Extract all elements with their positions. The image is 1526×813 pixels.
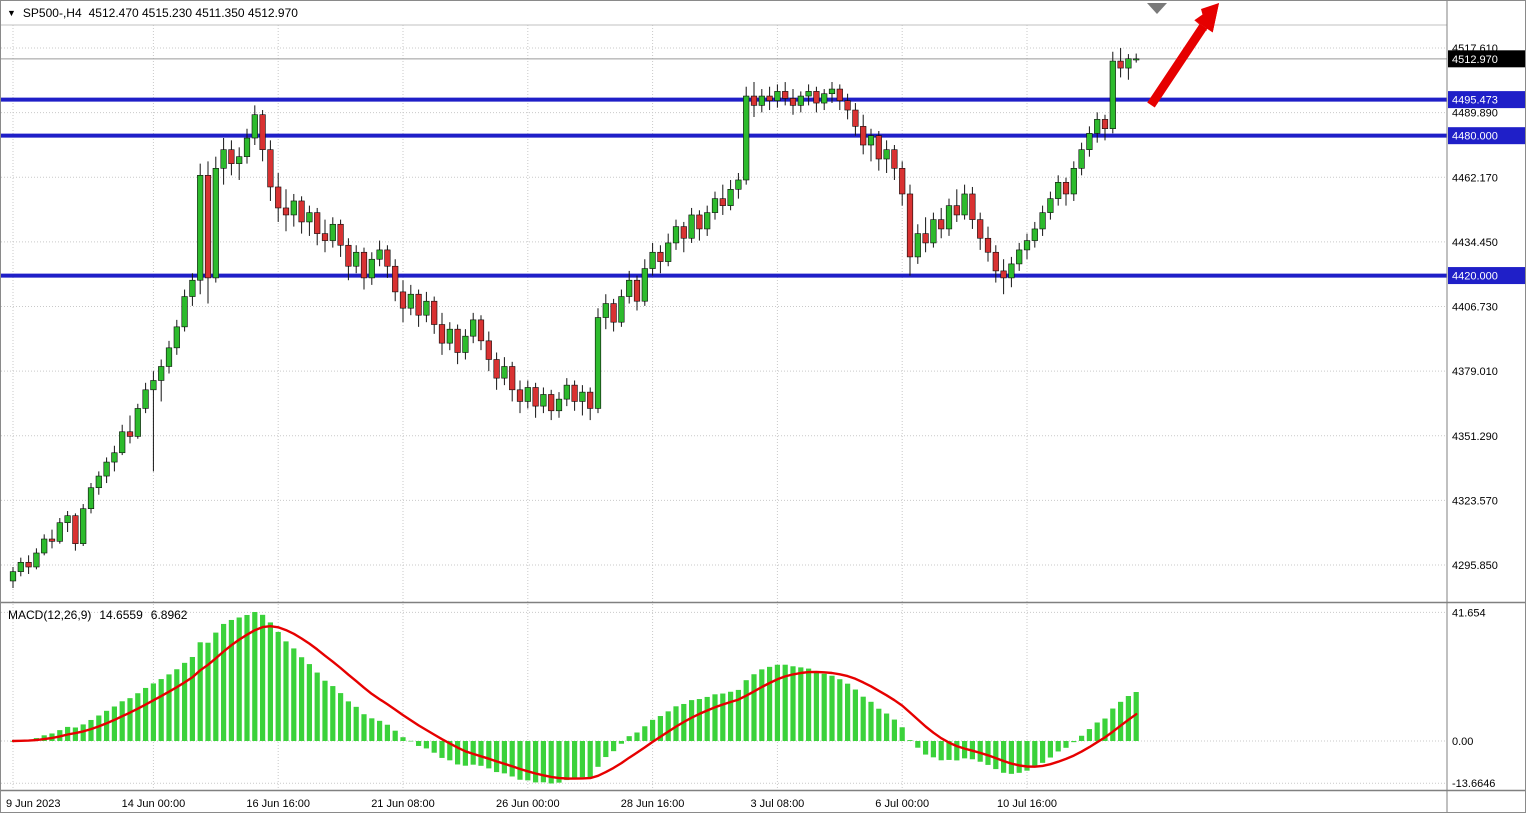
price-tick-label: 4434.450	[1452, 237, 1498, 249]
level-price-tag: 4480.000	[1448, 127, 1525, 145]
svg-text:4512.970: 4512.970	[1452, 54, 1498, 66]
price-tick-label: 4489.890	[1452, 108, 1498, 120]
macd-tick-label: -13.6646	[1452, 778, 1495, 790]
ohlc-values: 4512.470 4515.230 4511.350 4512.970	[88, 6, 298, 20]
symbol-dropdown-icon[interactable]: ▼	[7, 7, 16, 18]
trend-arrow[interactable]	[1147, 3, 1219, 108]
time-axis[interactable]: 9 Jun 2023 14 Jun 00:00 16 Jun 16:00 21 Jun…	[6, 798, 1057, 810]
price-tick-label: 4323.570	[1452, 495, 1498, 507]
macd-name: MACD(12,26,9)	[8, 608, 92, 622]
price-tick-label: 4462.170	[1452, 172, 1498, 184]
time-tick-label: 10 Jul 16:00	[997, 798, 1057, 810]
macd-tick-label: 0.00	[1452, 736, 1473, 748]
macd-signal-line	[11, 625, 1138, 780]
time-tick-label: 26 Jun 00:00	[496, 798, 560, 810]
time-tick-label: 14 Jun 00:00	[122, 798, 186, 810]
symbol-ohlc-header: ▼ SP500-,H4 4512.470 4515.230 4511.350 4…	[7, 6, 298, 20]
macd-histogram	[10, 612, 1139, 784]
level-price-tag: 4420.000	[1448, 267, 1525, 285]
svg-text:4420.000: 4420.000	[1452, 271, 1498, 283]
time-tick-label: 21 Jun 08:00	[371, 798, 435, 810]
current-price-tag: 4512.970	[1448, 50, 1525, 68]
chart-shift-marker-icon[interactable]	[1147, 3, 1167, 14]
macd-tick-label: 41.654	[1452, 607, 1486, 619]
svg-text:4480.000: 4480.000	[1452, 131, 1498, 143]
macd-indicator-label: MACD(12,26,9) 14.6559 6.8962	[8, 608, 187, 622]
time-tick-label: 16 Jun 16:00	[246, 798, 310, 810]
svg-text:4495.473: 4495.473	[1452, 95, 1498, 107]
candlesticks	[9, 48, 1140, 588]
price-tick-label: 4406.730	[1452, 302, 1498, 314]
time-tick-label: 6 Jul 00:00	[875, 798, 929, 810]
price-tick-label: 4295.850	[1452, 560, 1498, 572]
level-price-tag: 4495.473	[1448, 91, 1525, 109]
macd-signal-value: 6.8962	[150, 608, 188, 622]
horizontal-level-lines[interactable]	[1, 97, 1447, 278]
time-tick-label: 3 Jul 08:00	[750, 798, 804, 810]
symbol-timeframe-label: SP500-,H4	[22, 6, 82, 20]
grid	[1, 25, 1447, 790]
price-axis[interactable]: 4517.6104489.8904462.1704434.4504406.730…	[1448, 43, 1526, 790]
price-tick-label: 4379.010	[1452, 366, 1498, 378]
macd-main-value: 14.6559	[99, 608, 143, 622]
time-tick-label: 9 Jun 2023	[6, 798, 60, 810]
price-tick-label: 4351.290	[1452, 431, 1498, 443]
time-tick-label: 28 Jun 16:00	[621, 798, 685, 810]
